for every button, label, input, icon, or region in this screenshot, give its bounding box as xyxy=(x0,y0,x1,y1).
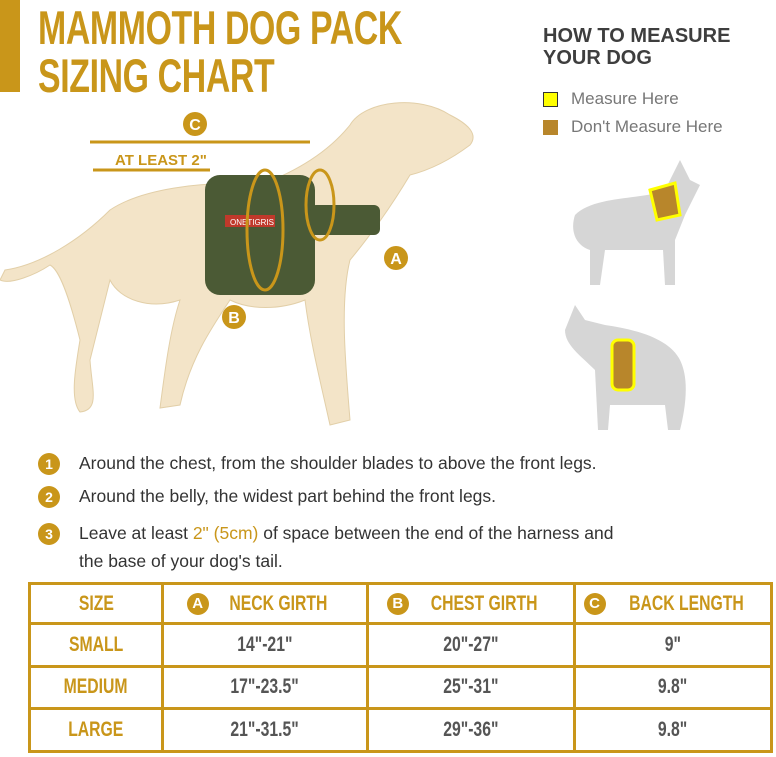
header-neck: A NECK GIRTH xyxy=(161,582,369,625)
legend-measure: Measure Here xyxy=(543,89,679,109)
header-chest: B CHEST GIRTH xyxy=(366,582,576,625)
back-cell: 9" xyxy=(573,622,773,668)
accent-bar xyxy=(0,0,20,92)
instruction-text: of space between the end of the harness … xyxy=(258,523,614,543)
back-cell: 9.8" xyxy=(573,707,773,753)
neck-silhouette-icon xyxy=(573,160,700,285)
legend-label: Don't Measure Here xyxy=(571,117,723,136)
title-line2: SIZING CHART xyxy=(38,49,275,102)
table-row: LARGE 21"-31.5" 29"-36" 9.8" xyxy=(28,707,773,753)
heading-line2: YOUR DOG xyxy=(543,47,652,69)
harness-icon xyxy=(205,175,380,295)
table-row: SMALL 14"-21" 20"-27" 9" xyxy=(28,622,773,668)
brown-swatch-icon xyxy=(543,119,558,135)
number-3-icon: 3 xyxy=(38,523,60,545)
heading-line1: HOW TO MEASURE xyxy=(543,25,731,47)
back-cell: 9.8" xyxy=(573,664,773,711)
legend-label: Measure Here xyxy=(571,89,679,108)
chest-cell: 29"-36" xyxy=(366,707,576,753)
instruction-text: Around the belly, the widest part behind… xyxy=(79,486,497,506)
badge-c-icon: C xyxy=(583,592,606,615)
neck-cell: 21"-31.5" xyxy=(161,707,369,753)
title-line1: MAMMOTH DOG PACK xyxy=(38,1,402,54)
instruction-text: Around the chest, from the shoulder blad… xyxy=(79,453,597,473)
header-back: C BACK LENGTH xyxy=(573,582,773,625)
instruction-2: 2 Around the belly, the widest part behin… xyxy=(38,486,496,508)
table-row: MEDIUM 17"-23.5" 25"-31" 9.8" xyxy=(28,664,773,711)
instruction-3: 3 Leave at least 2" (5cm) of space betwee… xyxy=(38,519,613,575)
chest-silhouette-icon xyxy=(565,305,686,430)
number-2-icon: 2 xyxy=(38,486,60,508)
badge-b-icon: B xyxy=(386,592,409,615)
size-cell: MEDIUM xyxy=(28,664,164,711)
header-size: SIZE xyxy=(28,582,164,625)
highlight-text: 2" (5cm) xyxy=(192,523,259,543)
chest-cell: 20"-27" xyxy=(366,622,576,668)
how-to-heading: HOW TO MEASURE YOUR DOG xyxy=(543,25,730,69)
badge-a-icon: A xyxy=(186,592,209,615)
neck-cell: 17"-23.5" xyxy=(161,664,369,711)
label-c: C xyxy=(189,117,201,134)
brand-tag: ONETIGRIS xyxy=(230,218,274,227)
instruction-text: Leave at least xyxy=(79,523,193,543)
label-a: A xyxy=(390,251,402,268)
number-1-icon: 1 xyxy=(38,453,60,475)
yellow-swatch-icon xyxy=(543,91,558,107)
neck-cell: 14"-21" xyxy=(161,622,369,668)
size-cell: LARGE xyxy=(28,707,164,753)
instruction-text: the base of your dog's tail. xyxy=(79,551,283,571)
dog-diagram: ONETIGRIS C A B AT LEAST 2" xyxy=(0,102,474,426)
instruction-1: 1 Around the chest, from the shoulder bla… xyxy=(38,453,597,475)
legend-dont-measure: Don't Measure Here xyxy=(543,117,723,137)
size-cell: SMALL xyxy=(28,622,164,668)
at-least-label: AT LEAST 2" xyxy=(115,152,207,169)
label-b: B xyxy=(228,310,240,327)
chest-cell: 25"-31" xyxy=(366,664,576,711)
size-table: SIZE A NECK GIRTH B CHEST GIRTH C BACK LENG… xyxy=(28,582,773,753)
table-header-row: SIZE A NECK GIRTH B CHEST GIRTH C BACK LENG… xyxy=(28,582,773,625)
